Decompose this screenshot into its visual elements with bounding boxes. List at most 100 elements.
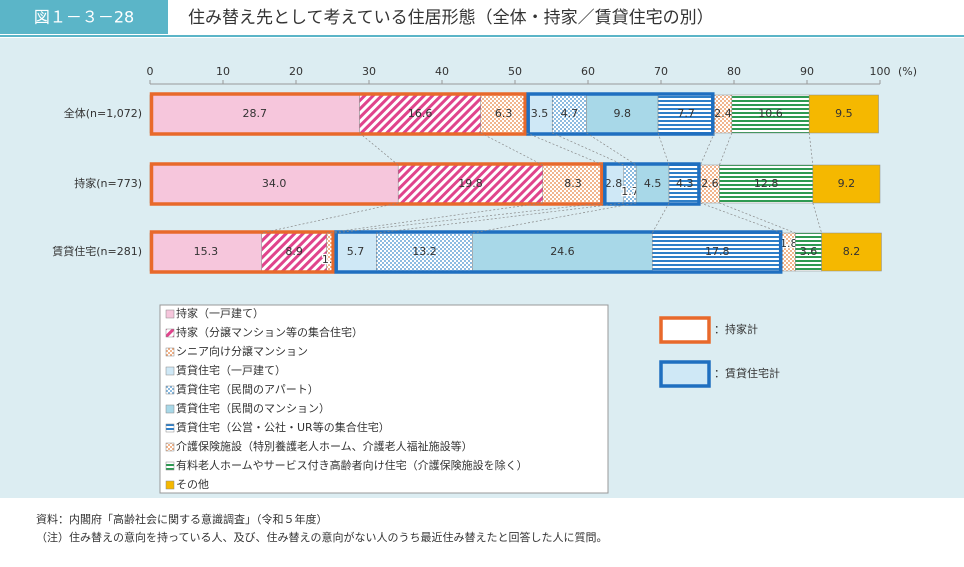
value-label: 1.8 bbox=[780, 237, 798, 250]
x-tick-label: 40 bbox=[435, 65, 449, 78]
group-outline bbox=[526, 92, 715, 136]
value-label: 9.8 bbox=[614, 107, 632, 120]
value-label: 8.3 bbox=[564, 177, 582, 190]
x-tick-label: 20 bbox=[289, 65, 303, 78]
connector bbox=[552, 132, 624, 166]
bar-segment bbox=[795, 232, 822, 272]
legend-swatch bbox=[165, 347, 175, 357]
value-label: 5.7 bbox=[347, 245, 365, 258]
legend-label: 賃貸住宅（一戸建て） bbox=[176, 363, 286, 377]
legend-swatch bbox=[165, 309, 175, 319]
group-outline bbox=[149, 162, 604, 206]
legend-swatch bbox=[165, 404, 175, 414]
connector bbox=[261, 202, 399, 234]
value-label: 28.7 bbox=[243, 107, 268, 120]
connector bbox=[651, 202, 670, 234]
legend-swatch bbox=[165, 461, 175, 471]
connector bbox=[700, 132, 715, 166]
connector bbox=[334, 202, 604, 234]
bar-segment bbox=[397, 164, 543, 204]
group-legend-label: ：持家計 bbox=[714, 322, 758, 336]
value-label: 9.5 bbox=[835, 107, 853, 120]
footnote: （注）住み替えの意向を持っている人、及び、住み替えの意向がない人のうち最近住み替… bbox=[36, 530, 607, 544]
value-label: 34.0 bbox=[262, 177, 287, 190]
x-tick-label: 50 bbox=[508, 65, 522, 78]
connector bbox=[808, 132, 814, 166]
group-outline bbox=[149, 230, 335, 274]
connector bbox=[326, 202, 543, 234]
source-note: 資料：内閣府「高齢社会に関する意識調査」（令和５年度） bbox=[36, 512, 328, 526]
value-label: 8.2 bbox=[843, 245, 861, 258]
legend-swatch bbox=[165, 366, 175, 376]
x-unit: (%) bbox=[898, 65, 917, 78]
bar-segment bbox=[668, 164, 701, 204]
bar-segment bbox=[808, 94, 879, 134]
bar-segment bbox=[359, 94, 481, 134]
bar-segment bbox=[586, 94, 659, 134]
legend-label: シニア向け分譲マンション bbox=[176, 344, 308, 358]
connector bbox=[812, 202, 822, 234]
legend-box bbox=[159, 304, 609, 494]
value-label: 4.7 bbox=[561, 107, 579, 120]
x-tick-label: 80 bbox=[727, 65, 741, 78]
value-label: 4.5 bbox=[644, 177, 662, 190]
value-label: 10.6 bbox=[758, 107, 783, 120]
connector bbox=[359, 132, 399, 166]
group-legend-label: ：賃貸住宅計 bbox=[714, 366, 780, 380]
legend-swatch bbox=[165, 442, 175, 452]
bar-segment bbox=[551, 94, 587, 134]
bar-segment bbox=[261, 232, 327, 272]
chart-title: 住み替え先として考えている住居形態（全体・持家／賃貸住宅の別） bbox=[188, 8, 714, 28]
category-label: 賃貸住宅(n=281) bbox=[52, 244, 142, 258]
legend-label: 賃貸住宅（民間のマンション） bbox=[176, 401, 330, 415]
category-label: 持家(n=773) bbox=[74, 176, 142, 190]
x-tick-label: 30 bbox=[362, 65, 376, 78]
group-legend-swatch bbox=[659, 360, 711, 388]
value-label: 9.2 bbox=[838, 177, 856, 190]
value-label: 12.8 bbox=[754, 177, 779, 190]
value-label: 6.3 bbox=[495, 107, 513, 120]
group-outline bbox=[149, 92, 527, 136]
connector bbox=[700, 202, 783, 234]
value-label: 19.8 bbox=[458, 177, 483, 190]
legend-swatch bbox=[165, 480, 175, 490]
bar-segment bbox=[635, 164, 670, 204]
legend-swatch bbox=[165, 423, 175, 433]
value-label: 2.4 bbox=[714, 107, 732, 120]
value-label: 13.2 bbox=[412, 245, 437, 258]
bar-segment bbox=[719, 164, 814, 204]
legend-label: 有料老人ホームやサービス付き高齢者向け住宅（介護保険施設を除く） bbox=[176, 458, 528, 472]
legend-label: 賃貸住宅（公営・公社・UR等の集合住宅） bbox=[176, 420, 390, 434]
connector bbox=[657, 132, 670, 166]
value-label: 17.8 bbox=[705, 245, 730, 258]
legend-label: 賃貸住宅（民間のアパート） bbox=[176, 382, 319, 396]
bar-segment bbox=[731, 94, 810, 134]
bar-segment bbox=[812, 164, 881, 204]
group-outline bbox=[603, 162, 701, 206]
value-label: 7.7 bbox=[677, 107, 695, 120]
legend-label: 介護保険施設（特別養護老人ホーム、介護老人福祉施設等） bbox=[176, 439, 473, 453]
value-label: 8.9 bbox=[285, 245, 303, 258]
figure-number: 図１－３－28 bbox=[34, 8, 134, 27]
x-tick-label: 0 bbox=[147, 65, 154, 78]
value-label: 2.6 bbox=[701, 177, 719, 190]
connector bbox=[526, 132, 604, 166]
legend-swatch bbox=[165, 328, 175, 338]
value-label: 15.3 bbox=[194, 245, 219, 258]
value-label: 24.6 bbox=[550, 245, 575, 258]
connector bbox=[719, 132, 733, 166]
value-label: 2.8 bbox=[605, 177, 623, 190]
x-tick-label: 90 bbox=[800, 65, 814, 78]
legend-label: その他 bbox=[176, 478, 209, 491]
legend-label: 持家（分譲マンション等の集合住宅） bbox=[176, 325, 363, 339]
x-tick-label: 60 bbox=[581, 65, 595, 78]
value-label: 3.5 bbox=[531, 107, 549, 120]
connector bbox=[586, 132, 637, 166]
bar-segment bbox=[821, 232, 882, 272]
value-label: 4.3 bbox=[676, 177, 694, 190]
group-outline bbox=[334, 230, 783, 274]
bar-segment bbox=[526, 94, 553, 134]
figure-badge bbox=[0, 0, 168, 34]
value-label: 1.7 bbox=[621, 185, 639, 198]
